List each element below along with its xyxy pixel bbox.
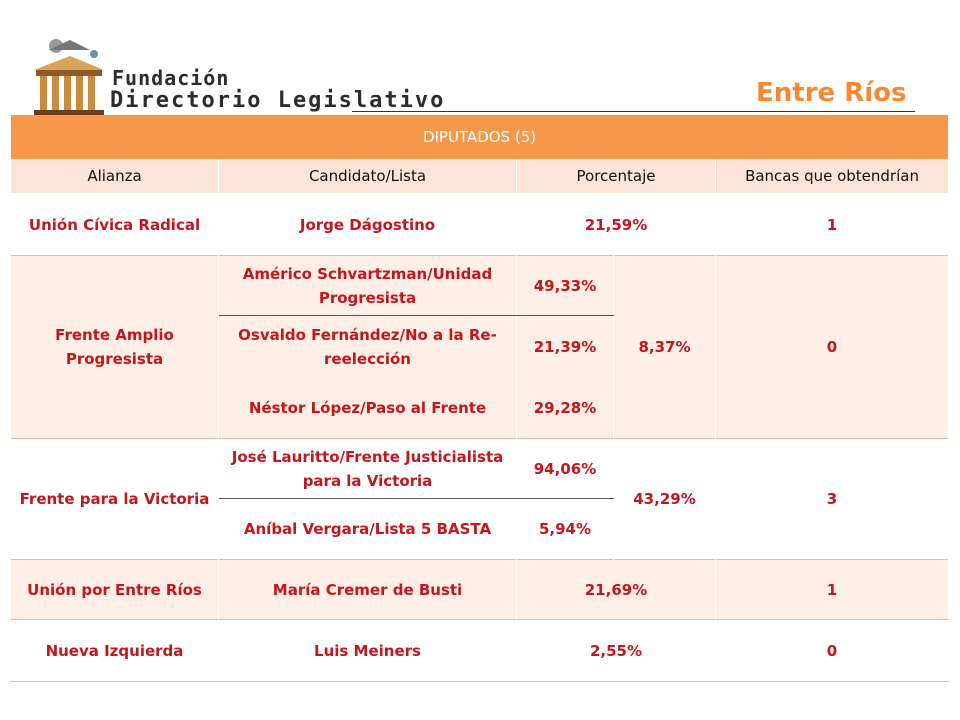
column-header-bancas: Bancas que obtendrían [714, 159, 950, 194]
column-header-candidato: Candidato/Lista [218, 159, 517, 194]
porcentaje-cell: 2,55% [516, 619, 716, 682]
candidato-cell: María Cremer de Busti [218, 559, 517, 620]
porcentaje-lista-cell: 94,06% [516, 438, 614, 499]
bancas-cell: 0 [714, 255, 950, 439]
bancas-cell: 1 [714, 559, 950, 620]
bancas-cell: 0 [714, 619, 950, 682]
candidato-cell: Néstor López/Paso al Frente [218, 377, 517, 439]
table-row: Unión Cívica Radical Jorge Dágostino 21,… [10, 193, 950, 256]
porcentaje-lista-cell: 29,28% [516, 377, 614, 439]
porcentaje-total-cell: 8,37% [613, 255, 716, 439]
logo-name-line2: Directorio Legislativo [110, 88, 446, 113]
candidato-cell: Jorge Dágostino [218, 193, 517, 256]
table-caption: DIPUTADOS (5) [9, 115, 950, 159]
results-table: DIPUTADOS (5) Alianza Candidato/Lista Po… [9, 115, 950, 682]
alianza-cell: Unión Cívica Radical [10, 193, 219, 256]
alianza-cell: Frente para la Victoria [10, 438, 219, 560]
table-row: Frente Amplio Progresista Américo Schvar… [10, 255, 950, 439]
building-columns-icon [34, 39, 104, 116]
bancas-cell: 1 [714, 193, 950, 256]
page-title: Entre Ríos [756, 78, 907, 108]
alianza-cell: Nueva Izquierda [10, 619, 219, 682]
candidato-cell: José Lauritto/Frente Justicialista para … [218, 438, 517, 499]
porcentaje-lista-cell: 21,39% [516, 315, 614, 378]
alianza-cell: Frente Amplio Progresista [10, 255, 219, 439]
candidato-cell: Luis Meiners [218, 619, 517, 682]
porcentaje-total-cell: 43,29% [613, 438, 716, 560]
candidato-cell: Osvaldo Fernández/No a la Re-reelección [218, 315, 517, 378]
porcentaje-cell: 21,59% [516, 193, 716, 256]
alianza-cell: Unión por Entre Ríos [10, 559, 219, 620]
porcentaje-lista-cell: 5,94% [516, 498, 614, 560]
column-header-porcentaje: Porcentaje [516, 159, 716, 194]
table-row: Nueva Izquierda Luis Meiners 2,55% 0 [10, 619, 950, 682]
logo: Fundación Directorio Legislativo [30, 36, 443, 122]
logo-name-line1: Fundación [112, 66, 230, 90]
table-row: Osvaldo Fernández/No a la Re-reelección … [11, 315, 949, 378]
table-row: Néstor López/Paso al Frente 29,28% [11, 377, 949, 439]
table-row: Unión por Entre Ríos María Cremer de Bus… [10, 559, 950, 620]
bancas-cell: 3 [714, 438, 950, 560]
column-header-alianza: Alianza [10, 159, 219, 194]
candidato-cell: Aníbal Vergara/Lista 5 BASTA [218, 498, 517, 560]
porcentaje-cell: 21,69% [516, 559, 716, 620]
table-row: Frente para la Victoria José Lauritto/Fr… [10, 438, 950, 560]
table-row: Aníbal Vergara/Lista 5 BASTA 5,94% [11, 498, 949, 560]
title-divider [352, 111, 915, 112]
porcentaje-lista-cell: 49,33% [516, 255, 614, 316]
candidato-cell: Américo Schvartzman/Unidad Progresista [218, 255, 517, 316]
